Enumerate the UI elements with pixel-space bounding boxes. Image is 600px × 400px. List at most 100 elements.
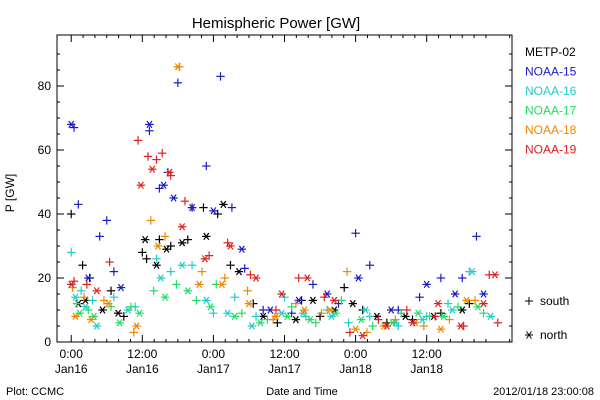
south-point <box>192 296 201 305</box>
north-point <box>462 296 471 305</box>
north-point <box>160 293 170 301</box>
south-point <box>240 264 249 273</box>
south-point <box>419 321 429 331</box>
north-point <box>479 290 488 298</box>
legend-marker-label: south <box>540 294 569 308</box>
north-point <box>92 287 102 295</box>
north-point <box>226 242 235 250</box>
south-point <box>155 235 164 244</box>
north-point <box>152 261 161 269</box>
south-point <box>72 299 82 308</box>
legend-entry: NOAA-18 <box>525 123 577 137</box>
south-point <box>67 209 76 219</box>
south-point <box>291 299 301 308</box>
south-point <box>311 318 320 327</box>
north-point <box>258 312 268 321</box>
north-point <box>71 312 80 321</box>
north-point <box>413 309 423 317</box>
south-point <box>342 267 352 276</box>
south-point <box>155 184 164 193</box>
south-point <box>197 267 207 276</box>
north-point <box>136 181 146 189</box>
north-point <box>439 312 448 321</box>
north-point <box>145 120 154 129</box>
south-point <box>294 273 303 283</box>
south-point <box>119 312 129 321</box>
south-point <box>143 152 153 161</box>
south-point <box>106 286 116 295</box>
x-tick-time-label: 12:00 <box>127 347 157 361</box>
south-point <box>443 299 453 308</box>
south-point <box>102 216 111 225</box>
south-point <box>445 315 454 324</box>
south-point <box>458 273 467 283</box>
north-point <box>219 200 228 209</box>
north-point <box>436 325 446 333</box>
south-point <box>166 267 175 276</box>
south-point <box>152 155 161 164</box>
north-point <box>162 245 171 253</box>
south-point <box>129 328 138 337</box>
legend-entry: NOAA-17 <box>525 104 577 118</box>
south-point <box>109 267 119 276</box>
x-tick-date-label: Jan17 <box>268 362 301 376</box>
north-point <box>183 287 193 295</box>
north-point <box>330 296 339 305</box>
south-point <box>187 261 197 270</box>
north-point <box>291 315 301 324</box>
south-point <box>88 296 97 305</box>
north-point <box>86 315 96 324</box>
north-point <box>206 303 215 311</box>
south-point <box>146 216 156 225</box>
north-point <box>132 322 141 330</box>
north-point <box>159 181 168 189</box>
y-tick-label: 0 <box>44 335 51 349</box>
x-tick-time-label: 12:00 <box>269 347 299 361</box>
south-point <box>374 315 383 324</box>
south-point <box>479 309 488 318</box>
legend: METP-02 NOAA-15 NOAA-16 NOAA-17 NOAA-18 NOAA-… <box>525 45 577 342</box>
south-point <box>230 293 239 302</box>
north-point <box>256 319 265 327</box>
north-point <box>67 120 76 129</box>
south-point <box>431 312 440 321</box>
south-point <box>95 232 104 241</box>
north-point <box>116 283 126 292</box>
x-axis-label: Date and Time <box>266 386 338 398</box>
south-point <box>320 293 329 302</box>
south-point <box>160 232 170 241</box>
south-point <box>226 261 235 270</box>
south-point <box>246 270 255 279</box>
y-tick-label: 60 <box>38 143 52 157</box>
y-tick-label: 20 <box>38 271 52 285</box>
south-point <box>368 321 377 331</box>
north-point <box>382 322 392 330</box>
y-tick-label: 80 <box>38 79 52 93</box>
south-point <box>402 305 411 315</box>
plot-area: 0204060800:00Jan1612:00Jan160:00Jan1712:… <box>38 34 513 376</box>
south-point <box>271 305 281 315</box>
north-point <box>177 223 187 231</box>
north-point <box>433 299 443 308</box>
south-point <box>78 261 87 270</box>
south-point <box>172 280 181 289</box>
legend-entry: NOAA-15 <box>525 65 577 79</box>
south-point <box>166 241 175 251</box>
north-point <box>448 306 457 314</box>
north-point <box>386 306 396 314</box>
north-point <box>247 322 256 330</box>
south-point <box>227 203 237 212</box>
north-point <box>271 312 281 321</box>
north-point <box>361 306 370 314</box>
north-point <box>230 312 239 321</box>
south-point <box>183 235 193 244</box>
north-point <box>173 63 183 71</box>
north-point <box>244 299 254 308</box>
south-point <box>145 126 154 135</box>
x-tick-date-label: Jan16 <box>126 362 159 376</box>
north-point <box>325 306 335 314</box>
south-point <box>287 302 296 311</box>
north-point <box>223 309 232 317</box>
